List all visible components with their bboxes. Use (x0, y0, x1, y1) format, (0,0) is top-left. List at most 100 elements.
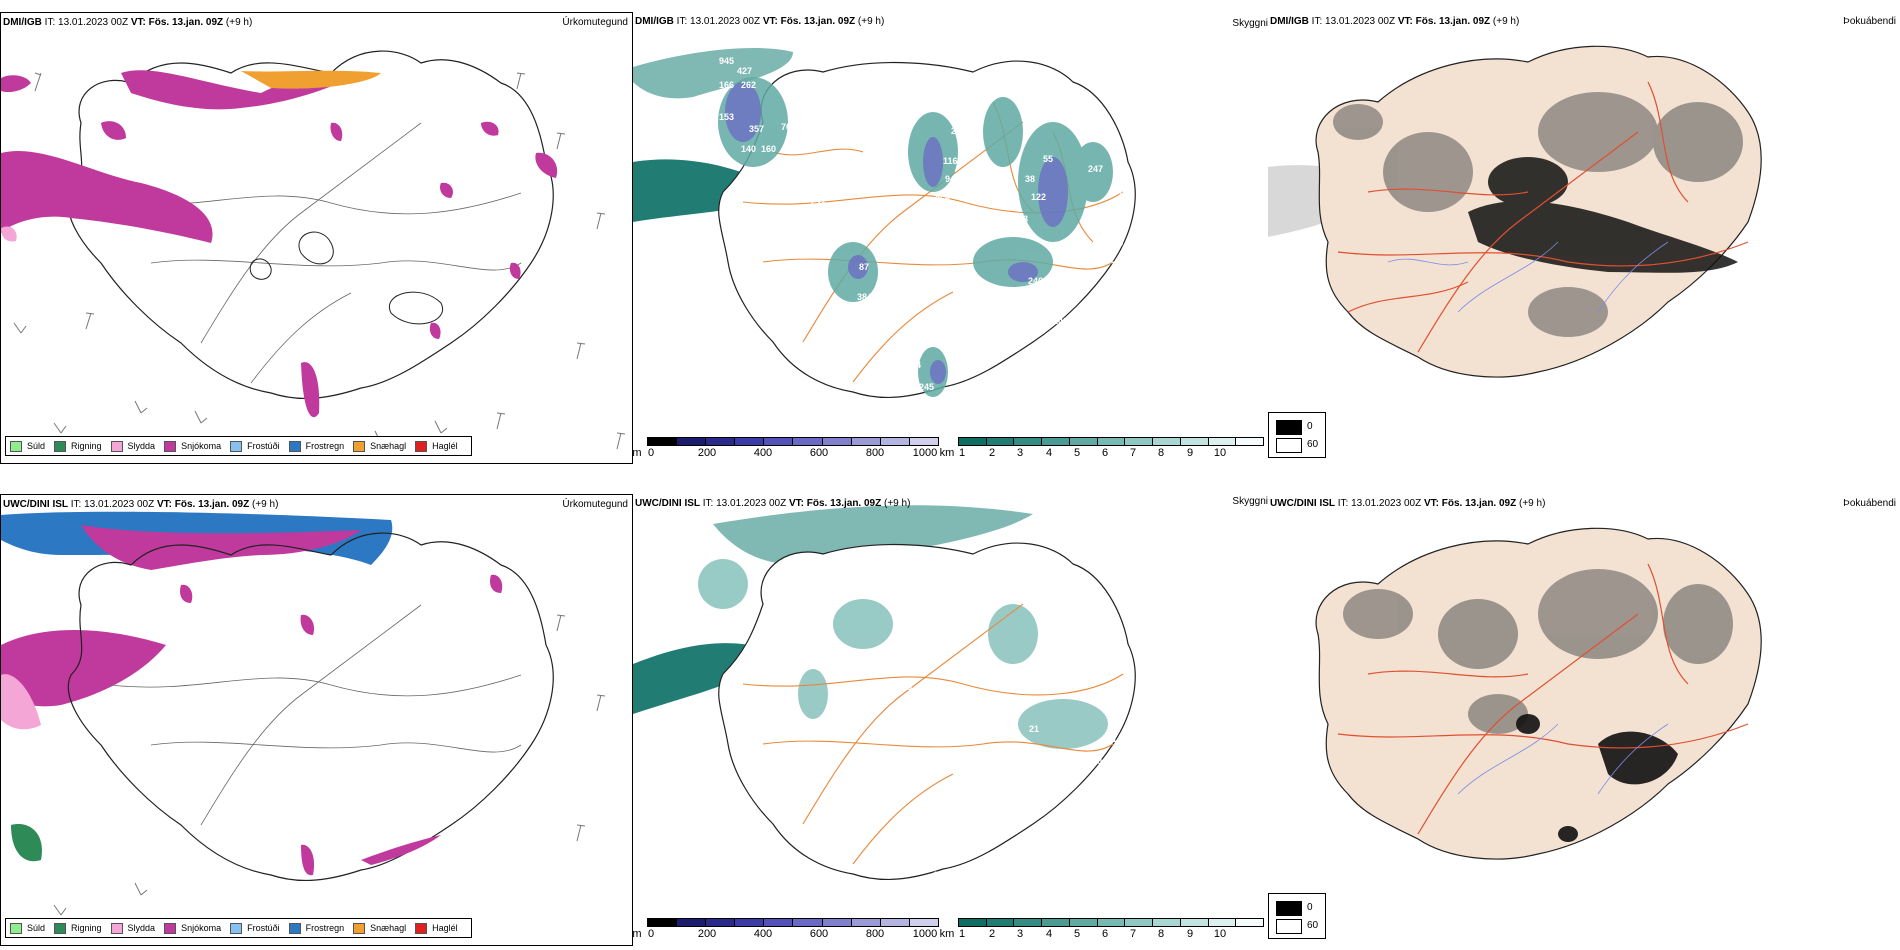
colorbar-segment (1014, 919, 1043, 926)
colorbar-segment (1014, 438, 1043, 445)
colorbar-segment (735, 919, 765, 926)
cloud-label: 384 (857, 292, 872, 302)
cloud-panel-row1: DMI/IGB IT: 13.01.2023 00Z VT: Fös. 13.j… (633, 12, 1268, 464)
cloud-label: 84 (911, 360, 921, 370)
variable-label: Þokuábendi (1843, 16, 1896, 27)
cloud-label: 1 (799, 578, 804, 588)
legend-item: Snæhagl (353, 440, 406, 452)
cloud-label: 116 (943, 156, 958, 166)
cloud-label: 30 (1057, 788, 1067, 798)
colorbar-segment (648, 438, 678, 445)
cloud-label: 75 (1113, 238, 1123, 248)
legend-item: Frostúði (230, 440, 280, 452)
fog-map (1268, 45, 1762, 378)
cloud-label: 244 (791, 236, 806, 246)
precip-panel-row2: UWC/DINI ISL IT: 13.01.2023 00Z VT: Fös.… (0, 494, 633, 946)
model-name: DMI/IGB (3, 17, 42, 28)
ice-pellet-area (241, 70, 381, 89)
colorbar-segment (1069, 438, 1098, 445)
cloud-label: 245 (919, 382, 934, 392)
cloud-label: 175 (1111, 260, 1126, 270)
cloud-label: 260 (951, 126, 966, 136)
cloud-label: 541 (811, 200, 826, 210)
colorbar-segment (735, 438, 765, 445)
cloud-base-labels: 456 250 1 503 4 21 220 21 30 150 (705, 558, 1117, 880)
cloud-label: 122 (1031, 192, 1046, 202)
cloud-label: 160 (761, 144, 776, 154)
cloud-label: 87 (859, 262, 869, 272)
fog-panel-row2: UWC/DINI ISL IT: 13.01.2023 00Z VT: Fös.… (1268, 494, 1900, 946)
cloud-label: 945 (719, 56, 734, 66)
cloud-label: 220 (1087, 756, 1102, 766)
colorbar-segment (880, 438, 910, 445)
cloud-label: 250 (781, 558, 796, 568)
colorbar-segment (1125, 919, 1154, 926)
variable-label: Skyggni (1232, 496, 1268, 507)
colorbar-segment (909, 919, 938, 926)
legend-item: Rigning (54, 440, 102, 452)
cloud-label: 241 (1053, 316, 1068, 326)
colorbar-segment (1180, 438, 1209, 445)
cloud-base-labels: 945 427 166 262 153 357 140 160 164 76 6… (719, 56, 1196, 392)
colorbar-segment (959, 438, 987, 445)
colorbar-segment (793, 438, 823, 445)
cloud-label: 60 (833, 184, 843, 194)
precip-legend: Súld Rigning Slydda Snjókoma Frostúði Fr… (5, 918, 472, 938)
cloud-label: 123 (1013, 214, 1028, 224)
cloud-label: 247 (1088, 164, 1103, 174)
cloud-label: 522 (751, 232, 766, 242)
colorbar-segment (822, 919, 852, 926)
colorbar-segment (851, 919, 881, 926)
legend-item: Súld (10, 440, 45, 452)
cloud-label: 226 (1093, 126, 1108, 136)
panel-title: UWC/DINI ISL IT: 13.01.2023 00Z VT: Fös.… (1270, 498, 1546, 509)
colorbar-segment (677, 919, 707, 926)
cloud-label: 267 (1173, 190, 1188, 200)
cloud-panel-row2: UWC/DINI ISL IT: 13.01.2023 00Z VT: Fös.… (633, 494, 1268, 946)
panel-title: DMI/IGB IT: 13.01.2023 00Z VT: Fös. 13.j… (3, 17, 253, 28)
cloud-label: 77 (923, 94, 933, 104)
cloud-label: 166 (719, 80, 734, 90)
colorbar-segment (1180, 919, 1209, 926)
fog-map (1315, 527, 1762, 860)
legend-item: Frostregn (288, 440, 344, 452)
cloud-label: 633 (773, 229, 788, 239)
colorbar-segment (986, 438, 1015, 445)
cloud-label: 22 (1117, 190, 1127, 200)
fog-legend: 0 60 (1268, 412, 1326, 458)
colorbar-segment (909, 438, 938, 445)
colorbar-segment (1236, 919, 1264, 926)
cloud-label: 289 (1181, 162, 1196, 172)
iceland-map (1, 511, 606, 916)
colorbar-segment (1097, 438, 1126, 445)
cloud-label: 140 (741, 144, 756, 154)
panel-title: DMI/IGB IT: 13.01.2023 00Z VT: Fös. 13.j… (1270, 16, 1520, 27)
cloud-label: 4 (705, 718, 710, 728)
cloud-label: 49 (911, 344, 921, 354)
iceland-map (1, 50, 626, 450)
legend-item: Haglél (415, 440, 458, 452)
snow-areas (1, 70, 558, 418)
cloud-label: 21 (1029, 724, 1039, 734)
colorbar-segment (706, 438, 736, 445)
colorbar-segment (1236, 438, 1264, 445)
variable-label: Úrkomutegund (562, 499, 628, 510)
cloud-label: 427 (737, 66, 752, 76)
colorbar-segment (1125, 438, 1154, 445)
variable-label: Þokuábendi (1843, 498, 1896, 509)
colorbar-segment (1042, 438, 1070, 445)
cloud-map: 456 250 1 503 4 21 220 21 30 150 (633, 505, 1136, 881)
colorbar-segment (1097, 919, 1126, 926)
cloud-label: 262 (741, 80, 756, 90)
colorbar-segment (1153, 438, 1181, 445)
cloud-label: 243 (1111, 210, 1126, 220)
legend-item: Slydda (110, 440, 155, 452)
cloud-label: 76 (781, 122, 791, 132)
cloud-label: 164 (763, 179, 778, 189)
colorbar-segment (1208, 919, 1237, 926)
glacier-outlines (249, 231, 444, 325)
cloud-label: 21 (1107, 734, 1117, 744)
colorbar-segment (764, 438, 794, 445)
visibility-colorbar: km 1 2 3 4 5 6 7 8 9 10 (940, 437, 1268, 467)
colorbar-unit: m (632, 447, 642, 459)
